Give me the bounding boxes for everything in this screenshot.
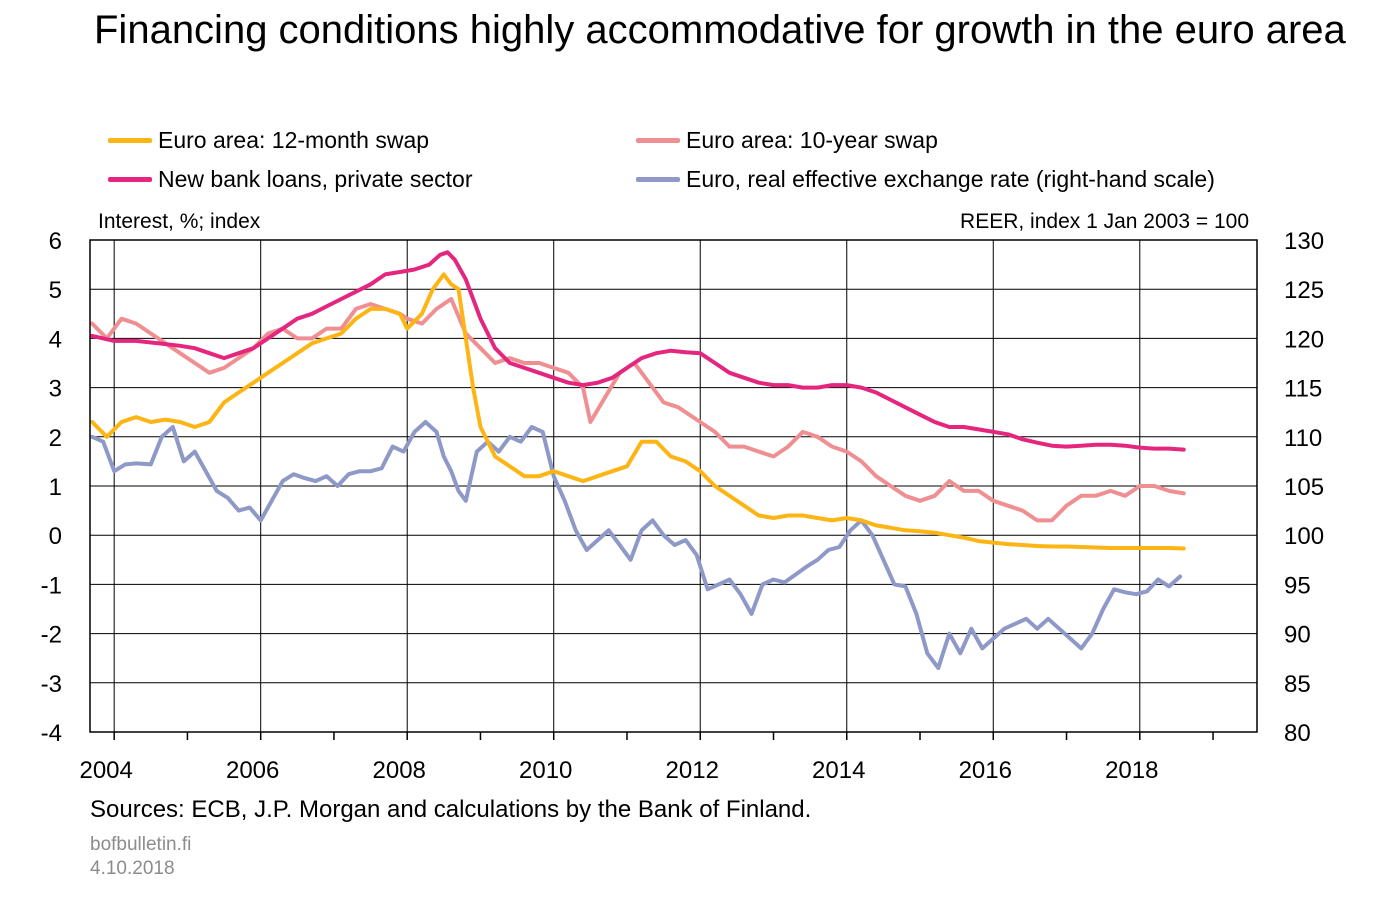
y-tick-label: 6 bbox=[49, 228, 62, 255]
y2-tick-label: 110 bbox=[1284, 425, 1322, 452]
x-tick-label: 2018 bbox=[1105, 757, 1158, 784]
x-tick-label: 2016 bbox=[959, 757, 1012, 784]
x-tick-label: 2012 bbox=[666, 757, 719, 784]
y2-tick-label: 100 bbox=[1284, 523, 1324, 550]
y2-tick-label: 80 bbox=[1284, 720, 1311, 747]
legend-item-reer: Euro, real effective exchange rate (righ… bbox=[636, 166, 1215, 192]
site-name: bofbulletin.fi bbox=[90, 834, 192, 855]
y-tick-label: -1 bbox=[41, 572, 62, 599]
y2-tick-label: 90 bbox=[1284, 622, 1311, 649]
y-tick-label: 0 bbox=[49, 523, 62, 550]
y2-tick-label: 115 bbox=[1284, 376, 1322, 403]
legend-item-10y-swap: Euro area: 10-year swap bbox=[636, 127, 938, 153]
legend-label-reer: Euro, real effective exchange rate (righ… bbox=[686, 165, 1215, 192]
y2-tick-label: 125 bbox=[1284, 277, 1324, 304]
series-line-2 bbox=[90, 250, 1186, 452]
y-tick-label: -2 bbox=[41, 622, 62, 649]
y-tick-label: 5 bbox=[49, 277, 62, 304]
chart-title: Financing conditions highly accommodativ… bbox=[94, 8, 1346, 52]
y-tick-label: 1 bbox=[49, 474, 62, 501]
legend-label-10y-swap: Euro area: 10-year swap bbox=[686, 126, 938, 153]
y-tick-label: -4 bbox=[41, 720, 62, 747]
left-axis-unit-label: Interest, %; index bbox=[98, 210, 261, 233]
y-tick-label: -3 bbox=[41, 671, 62, 698]
legend-label-bank-loans: New bank loans, private sector bbox=[158, 165, 473, 192]
y2-tick-label: 120 bbox=[1284, 326, 1324, 353]
series-line-3 bbox=[90, 420, 1183, 670]
series-lines bbox=[90, 250, 1186, 670]
series-line-1 bbox=[90, 297, 1186, 523]
source-note: Sources: ECB, J.P. Morgan and calculatio… bbox=[90, 796, 812, 823]
legend-swatch-reer bbox=[636, 176, 680, 182]
y2-tick-label: 130 bbox=[1284, 228, 1324, 255]
y-tick-label: 3 bbox=[49, 376, 62, 403]
y2-tick-label: 95 bbox=[1284, 572, 1311, 599]
y2-tick-label: 105 bbox=[1284, 474, 1324, 501]
legend-item-bank-loans: New bank loans, private sector bbox=[108, 166, 473, 192]
y-tick-label: 4 bbox=[49, 326, 62, 353]
publish-date: 4.10.2018 bbox=[90, 858, 175, 879]
x-tick-label: 2010 bbox=[519, 757, 572, 784]
legend-item-12m-swap: Euro area: 12-month swap bbox=[108, 127, 429, 153]
legend-label-12m-swap: Euro area: 12-month swap bbox=[158, 126, 430, 153]
legend-swatch-12m-swap bbox=[108, 137, 152, 143]
grid-lines bbox=[90, 240, 1257, 732]
series-line-0 bbox=[90, 272, 1186, 551]
x-tick-label: 2014 bbox=[812, 757, 865, 784]
legend-swatch-bank-loans bbox=[108, 176, 152, 182]
x-tick-label: 2004 bbox=[79, 757, 132, 784]
right-axis-unit-label: REER, index 1 Jan 2003 = 100 bbox=[960, 210, 1249, 233]
y2-tick-label: 85 bbox=[1284, 671, 1311, 698]
x-tick-label: 2006 bbox=[226, 757, 279, 784]
plot-frame bbox=[89, 239, 1258, 733]
x-tick-label: 2008 bbox=[373, 757, 426, 784]
axis-ticks: -4 -3 -2 -1 0 1 2 3 4 5 6 80 85 90 95 100 105 110 115 120 12… bbox=[41, 228, 1324, 784]
y-tick-label: 2 bbox=[49, 425, 62, 452]
legend-swatch-10y-swap bbox=[636, 137, 680, 143]
